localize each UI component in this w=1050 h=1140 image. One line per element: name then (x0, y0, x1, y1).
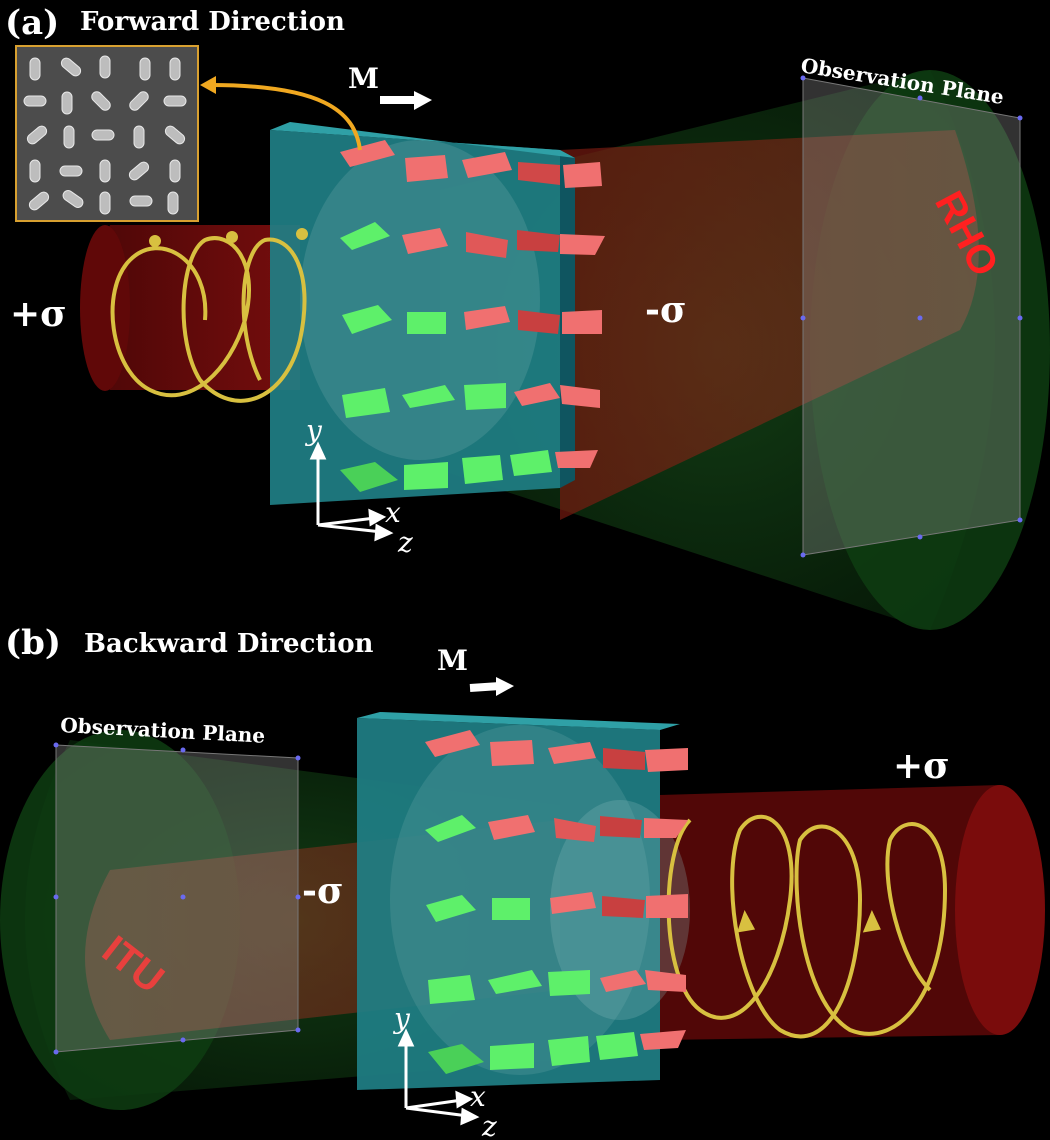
nanopillar (402, 228, 448, 254)
nanopillar (490, 1043, 534, 1070)
magnetization-arrowhead-a (414, 91, 432, 110)
panel-a: RHO Observation Plane (5, 3, 1050, 630)
magnetization-arrowhead-b (496, 677, 514, 696)
nanopillar (646, 894, 688, 918)
nanopillar (518, 162, 560, 185)
nanopillar (645, 970, 686, 992)
panel-label-b: (b) (5, 623, 61, 663)
magnetization-arrow-b (469, 682, 501, 692)
nanopillar (405, 155, 448, 182)
nanopillar (428, 1044, 484, 1074)
nanopillar (425, 730, 480, 757)
nanopillar (644, 818, 688, 838)
plane-corner-dots-b (53, 742, 301, 1055)
nanopillar (602, 896, 645, 918)
nanopillar (518, 310, 560, 334)
output-polarization-a: -σ (645, 289, 686, 331)
nanopillar (517, 230, 560, 252)
nanopillar (342, 388, 390, 418)
nanopillar-array-b (425, 730, 688, 1074)
input-beam-end-a (80, 225, 130, 391)
incident-polarization-b: +σ (893, 745, 950, 787)
nanopillar (464, 306, 510, 330)
helix-a (110, 228, 308, 403)
nanopillar (550, 892, 596, 914)
helix-b (666, 814, 948, 1039)
nanopillar (645, 748, 688, 772)
nanopillar (548, 1036, 590, 1066)
nanopillar (462, 455, 503, 484)
sem-inset (15, 45, 199, 222)
panel-title-a: Forward Direction (80, 7, 345, 37)
plane-corner-dots-a (800, 75, 1023, 558)
axis-x-label-b: x (470, 1080, 486, 1113)
nanopillar (562, 310, 602, 334)
magnetization-label-b: M (437, 644, 468, 677)
nanopillar (402, 385, 455, 408)
inset-pointer-arrowhead (200, 76, 216, 94)
nanopillar (425, 815, 476, 842)
nanopillar (404, 462, 448, 490)
axis-z-label-b: z (481, 1110, 497, 1140)
nanopillar (426, 895, 476, 922)
nanopillar (464, 383, 506, 410)
output-beam-a (560, 130, 979, 520)
axes-a (309, 441, 394, 542)
panel-label-a: (a) (5, 3, 59, 43)
output-polarization-b: -σ (302, 870, 343, 912)
nanopillar (555, 450, 598, 468)
nanopillar (466, 232, 508, 258)
incident-polarization-a: +σ (10, 293, 67, 335)
nanopillar (340, 140, 395, 167)
nanopillar (514, 383, 560, 406)
observation-plane-b (55, 744, 299, 1053)
nanopillar (340, 222, 390, 250)
nanopillar (554, 818, 596, 842)
nanopillar (596, 1032, 638, 1060)
axes-b (397, 1028, 480, 1126)
nanopillar-array-a (340, 140, 605, 492)
nanopillar (462, 152, 512, 178)
axis-y-label-a: y (304, 414, 323, 447)
nanopillar (488, 815, 535, 840)
nanopillar (603, 748, 645, 770)
axis-y-label-b: y (392, 1002, 411, 1035)
nanopillar (342, 305, 392, 334)
nanopillar (560, 385, 600, 408)
input-beam-end-b (955, 785, 1045, 1035)
nanopillar (600, 816, 642, 838)
magnetization-label-a: M (348, 62, 379, 95)
nanopillar (510, 450, 552, 476)
nanopillar (548, 970, 590, 996)
observation-plane-a (802, 77, 1021, 556)
nanopillar (492, 898, 530, 920)
axis-z-label-a: z (397, 526, 413, 559)
nanopillar (640, 1030, 686, 1050)
panel-b: ITU Observation Plane (0, 623, 1045, 1140)
nanopillar (407, 312, 446, 334)
nanopillar (563, 162, 602, 188)
nanopillar (488, 970, 542, 994)
inset-pointer-arrow (209, 83, 362, 151)
axis-x-label-a: x (385, 496, 401, 529)
nanopillar (560, 234, 605, 255)
nanopillar (490, 740, 534, 766)
panel-title-b: Backward Direction (84, 629, 374, 659)
nanopillar (548, 742, 596, 764)
nanopillar (600, 970, 646, 992)
nanopillar (340, 462, 398, 492)
nanopillar (428, 975, 475, 1004)
